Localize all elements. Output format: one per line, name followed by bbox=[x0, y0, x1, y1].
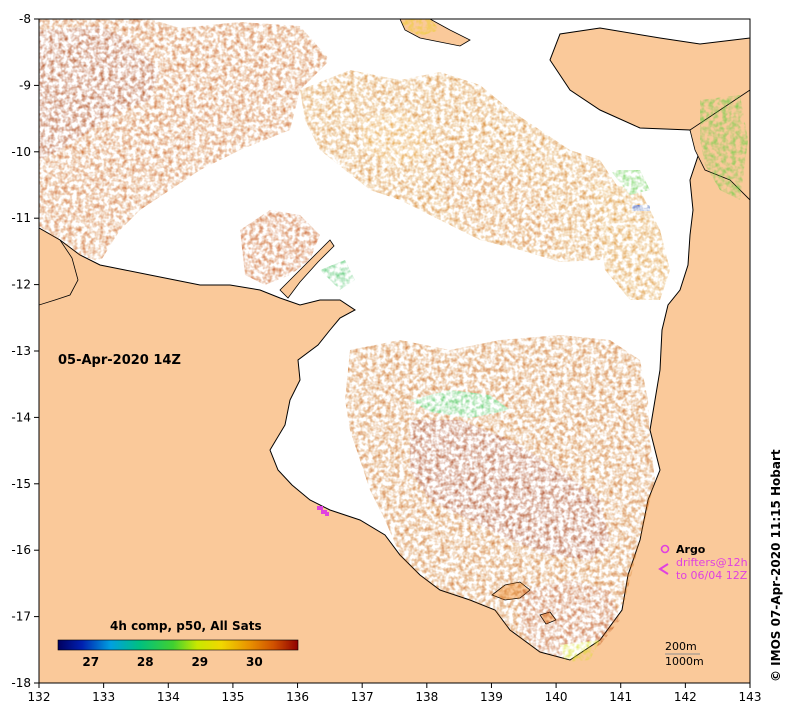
sst-region-northwest-hot bbox=[39, 26, 160, 160]
x-tick-label: 137 bbox=[351, 690, 374, 704]
credit-label: © IMOS 07-Apr-2020 11:15 Hobart bbox=[769, 449, 783, 682]
contour-1000-label: 1000m bbox=[665, 655, 704, 668]
y-tick-label: -12 bbox=[11, 278, 31, 292]
colorbar-title: 4h comp, p50, All Sats bbox=[110, 619, 262, 633]
y-tick-label: -18 bbox=[11, 676, 31, 690]
x-axis: 132 133 134 135 136 137 138 139 140 141 142 143 bbox=[28, 683, 762, 704]
y-tick-label: -11 bbox=[11, 211, 31, 225]
y-tick-label: -16 bbox=[11, 543, 31, 557]
sst-region-green-4 bbox=[320, 260, 355, 290]
y-axis: -8 -9 -10 -11 -12 -13 -14 -15 -16 -17 -18 bbox=[11, 12, 39, 690]
y-tick-label: -9 bbox=[19, 78, 31, 92]
map-panel bbox=[39, 19, 750, 683]
sst-region-blue bbox=[632, 205, 650, 211]
y-tick-label: -8 bbox=[19, 12, 31, 26]
sst-region-yellow-1 bbox=[400, 19, 440, 36]
x-tick-label: 139 bbox=[480, 690, 503, 704]
x-tick-label: 140 bbox=[545, 690, 568, 704]
drifter-track bbox=[317, 506, 329, 516]
drifters-label: drifters@12h bbox=[676, 556, 748, 569]
sst-field bbox=[39, 19, 748, 662]
x-tick-label: 143 bbox=[739, 690, 762, 704]
sst-region-yellow-2 bbox=[560, 640, 600, 662]
drifters-period: to 06/04 12Z bbox=[676, 569, 748, 582]
colorbar-tick-label: 27 bbox=[82, 655, 99, 669]
sst-region-green-2 bbox=[610, 170, 650, 195]
island-groote bbox=[39, 227, 79, 306]
y-tick-label: -10 bbox=[11, 145, 31, 159]
sst-region-green-3 bbox=[700, 95, 748, 200]
argo-label: Argo bbox=[676, 543, 706, 556]
y-tick-label: -17 bbox=[11, 610, 31, 624]
legend: Argo drifters@12h to 06/04 12Z 200m 1000… bbox=[658, 543, 748, 668]
island-wessel bbox=[279, 239, 335, 299]
x-tick-label: 135 bbox=[221, 690, 244, 704]
colorbar-tick-label: 30 bbox=[246, 655, 263, 669]
colorbar-tick-label: 28 bbox=[137, 655, 154, 669]
colorbar-gradient bbox=[57, 639, 299, 651]
y-tick-label: -15 bbox=[11, 477, 31, 491]
y-tick-label: -14 bbox=[11, 410, 31, 424]
colorbar: 4h comp, p50, All Sats 27 28 29 30 bbox=[57, 619, 299, 669]
argo-marker-icon bbox=[660, 544, 670, 554]
x-tick-label: 136 bbox=[286, 690, 309, 704]
contour-200-label: 200m bbox=[665, 640, 697, 653]
x-tick-label: 141 bbox=[609, 690, 632, 704]
colorbar-tick-label: 29 bbox=[191, 655, 208, 669]
sst-region-wessel bbox=[240, 210, 320, 285]
x-tick-label: 132 bbox=[28, 690, 51, 704]
y-tick-label: -13 bbox=[11, 344, 31, 358]
sst-region-green-1 bbox=[410, 390, 510, 418]
x-tick-label: 133 bbox=[92, 690, 115, 704]
colorbar-ticks: 27 28 29 30 bbox=[82, 655, 262, 669]
x-tick-label: 134 bbox=[157, 690, 180, 704]
sst-region-southeast bbox=[520, 580, 620, 660]
drifter-arrow-icon bbox=[658, 563, 669, 575]
x-tick-label: 142 bbox=[674, 690, 697, 704]
sst-region-south-hot bbox=[410, 420, 610, 560]
sst-region-central-north bbox=[440, 150, 560, 250]
x-tick-label: 138 bbox=[415, 690, 438, 704]
sst-region-north-patch bbox=[360, 110, 430, 165]
date-label: 05-Apr-2020 14Z bbox=[58, 353, 181, 368]
